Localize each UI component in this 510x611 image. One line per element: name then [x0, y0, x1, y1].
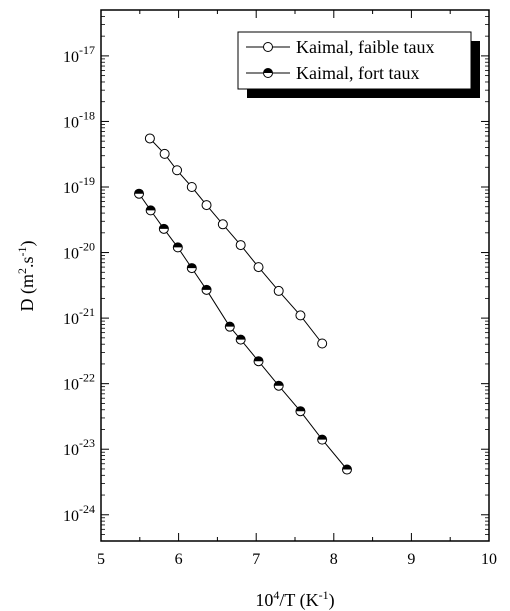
y-tick-label: 10-21: [63, 305, 95, 328]
y-axis-label-pre: D (m: [17, 274, 38, 312]
data-point-fort-fill: [225, 322, 235, 327]
legend-marker-fort-glyph: [263, 68, 273, 78]
x-axis-label: 104/T (K-1): [255, 588, 334, 611]
data-point-faible: [186, 182, 197, 192]
legend-marker-fort: [263, 68, 273, 78]
series-line-1: [138, 193, 348, 470]
x-tick-label: 8: [330, 551, 338, 568]
y-tick-label: 10-23: [63, 436, 95, 459]
y-axis-label-sup1: 2: [15, 268, 29, 274]
data-point-fort-fill: [173, 242, 183, 248]
series-points: [134, 133, 352, 475]
x-tick-label: 7: [252, 551, 260, 568]
data-point-faible: [201, 200, 212, 211]
data-point-faible: [159, 148, 170, 159]
y-tick-exp: -17: [79, 43, 95, 57]
y-tick-base: 10: [63, 246, 79, 263]
y-axis-label-end: ): [17, 240, 38, 246]
data-point-faible: [235, 240, 246, 251]
data-point-fort-fill: [159, 224, 169, 229]
data-point-fort: [158, 223, 169, 234]
data-point-faible: [317, 338, 328, 349]
x-tick-label: 9: [407, 551, 415, 568]
data-point-fort-fill: [134, 189, 144, 194]
y-axis-label: D (m2.s-1): [15, 240, 38, 311]
y-tick-exp: -18: [79, 108, 95, 122]
y-tick-exp: -22: [79, 371, 95, 385]
y-axis-label-mid: .s: [17, 256, 37, 268]
data-point-fort: [341, 464, 352, 475]
data-point-fort: [273, 380, 284, 391]
y-tick-label: 10-20: [63, 240, 95, 263]
y-tick-base: 10: [63, 442, 79, 459]
x-axis-label-base: 10: [255, 590, 273, 610]
y-tick-label: 10-18: [63, 108, 95, 131]
x-axis-label-sup: 4: [273, 588, 279, 602]
y-tick-label: 10-19: [63, 174, 95, 197]
y-tick-base: 10: [63, 180, 79, 197]
y-tick-label: 10-24: [63, 502, 95, 525]
legend-marker-fort-glyph-fill: [263, 68, 273, 73]
data-point-fort-fill: [342, 465, 352, 470]
data-point-fort: [172, 242, 183, 253]
data-point-fort: [145, 205, 156, 216]
legend-box: [237, 31, 472, 90]
data-point-fort-fill: [146, 205, 156, 211]
data-point-fort: [134, 188, 145, 199]
x-axis: 5 6 7 8 9 10: [97, 10, 497, 568]
y-tick-exp: -20: [79, 240, 95, 254]
y-tick-exp: -21: [79, 305, 95, 319]
data-point-fort-fill: [236, 335, 246, 340]
data-point-fort: [224, 321, 235, 332]
legend-label-fort: Kaimal, fort taux: [296, 63, 419, 83]
y-tick-exp: -19: [79, 174, 95, 188]
legend-label-faible: Kaimal, faible taux: [296, 37, 434, 57]
data-point-fort: [201, 284, 212, 295]
data-point-fort: [317, 434, 328, 445]
x-tick-label: 5: [97, 551, 105, 568]
y-tick-base: 10: [63, 377, 79, 394]
x-axis-label-end: ): [329, 590, 335, 611]
y-tick-base: 10: [63, 311, 79, 328]
series-lines: [138, 138, 348, 470]
data-point-fort-fill: [254, 356, 264, 362]
x-axis-label-mid: /T (K: [279, 590, 318, 611]
data-point-fort: [235, 334, 246, 345]
data-point-faible: [253, 262, 264, 273]
y-tick-base: 10: [63, 114, 79, 131]
data-point-fort-fill: [187, 263, 197, 269]
y-axis-label-sup2: -1: [15, 246, 29, 256]
data-point-faible: [172, 165, 183, 176]
y-tick-base: 10: [63, 49, 79, 66]
data-point-fort-fill: [202, 285, 212, 290]
x-axis-label-sup2: -1: [319, 588, 329, 602]
y-tick-label: 10-17: [63, 43, 95, 66]
data-point-fort-fill: [274, 381, 284, 386]
x-tick-label: 6: [175, 551, 183, 568]
y-tick-exp: -24: [79, 502, 95, 516]
y-tick-label: 10-22: [63, 371, 95, 394]
y-tick-exp: -23: [79, 436, 95, 450]
data-point-fort-fill: [295, 406, 305, 412]
data-point-fort: [253, 356, 264, 367]
y-tick-base: 10: [63, 508, 79, 525]
legend-marker-faible: [263, 42, 273, 52]
data-point-faible: [217, 219, 228, 230]
data-point-faible: [295, 310, 306, 321]
data-point-faible: [273, 285, 284, 296]
legend: Kaimal, faible taux Kaimal, fort taux: [237, 31, 480, 98]
data-point-faible: [144, 133, 155, 144]
data-point-fort-fill: [317, 435, 327, 440]
x-tick-label: 10: [481, 551, 497, 568]
data-point-fort: [295, 406, 306, 417]
data-point-fort: [186, 263, 197, 274]
